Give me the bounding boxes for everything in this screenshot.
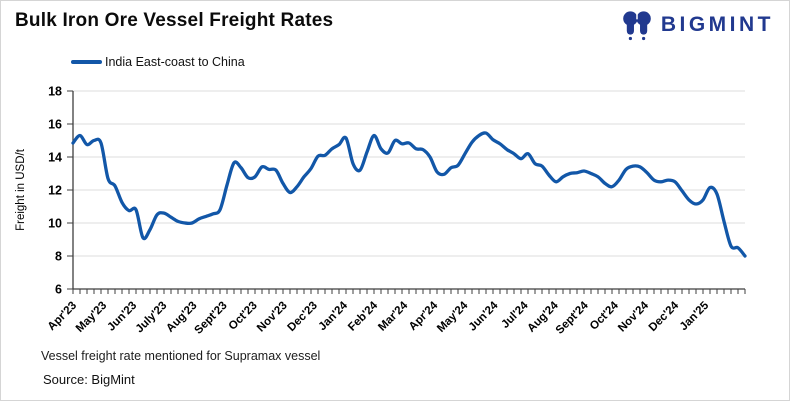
svg-text:Freight in USD/t: Freight in USD/t (15, 148, 27, 231)
svg-text:14: 14 (48, 151, 62, 165)
svg-text:Nov'24: Nov'24 (616, 299, 651, 334)
svg-text:18: 18 (48, 85, 62, 99)
svg-text:16: 16 (48, 118, 62, 132)
svg-text:12: 12 (48, 184, 62, 198)
svg-text:10: 10 (48, 217, 62, 231)
svg-text:Jan'24: Jan'24 (317, 299, 351, 333)
svg-text:8: 8 (55, 250, 62, 264)
chart-area: 6 8 10 12 14 16 18 Apr'23 May'23 Jun'23 July'23 Aug… (1, 81, 789, 343)
bigmint-logo-text: BIGMINT (660, 13, 774, 36)
svg-text:Jan'25: Jan'25 (678, 299, 712, 333)
source-note: Source: BigMint (43, 372, 135, 387)
legend-label: India East-coast to China (105, 55, 245, 69)
svg-text:Oct'24: Oct'24 (588, 299, 621, 332)
svg-text:Dec'23: Dec'23 (286, 300, 320, 334)
svg-text:Dec'24: Dec'24 (647, 299, 682, 334)
svg-text:Sept'23: Sept'23 (193, 300, 230, 337)
svg-text:6: 6 (55, 283, 62, 297)
legend: India East-coast to China (71, 55, 245, 69)
svg-text:July'23: July'23 (134, 300, 170, 336)
svg-text:May'23: May'23 (74, 300, 109, 335)
svg-text:Jun'24: Jun'24 (467, 299, 501, 333)
svg-text:May'24: May'24 (435, 299, 471, 335)
freight-rate-line-chart: 681012141618Apr'23May'23Jun'23July'23Aug… (15, 85, 747, 337)
bigmint-logo-icon (623, 9, 651, 41)
svg-text:Mar'24: Mar'24 (376, 299, 410, 333)
svg-text:Apr'23: Apr'23 (46, 300, 79, 333)
svg-text:Feb'24: Feb'24 (346, 299, 380, 333)
legend-line-swatch (71, 60, 102, 64)
svg-text:Nov'23: Nov'23 (255, 300, 290, 335)
bigmint-logo: BIGMINT (620, 8, 774, 42)
page-title: Bulk Iron Ore Vessel Freight Rates (15, 10, 334, 31)
chart-footnote: Vessel freight rate mentioned for Supram… (41, 349, 321, 363)
svg-text:Oct'23: Oct'23 (227, 300, 260, 333)
svg-text:Sept'24: Sept'24 (554, 299, 592, 337)
